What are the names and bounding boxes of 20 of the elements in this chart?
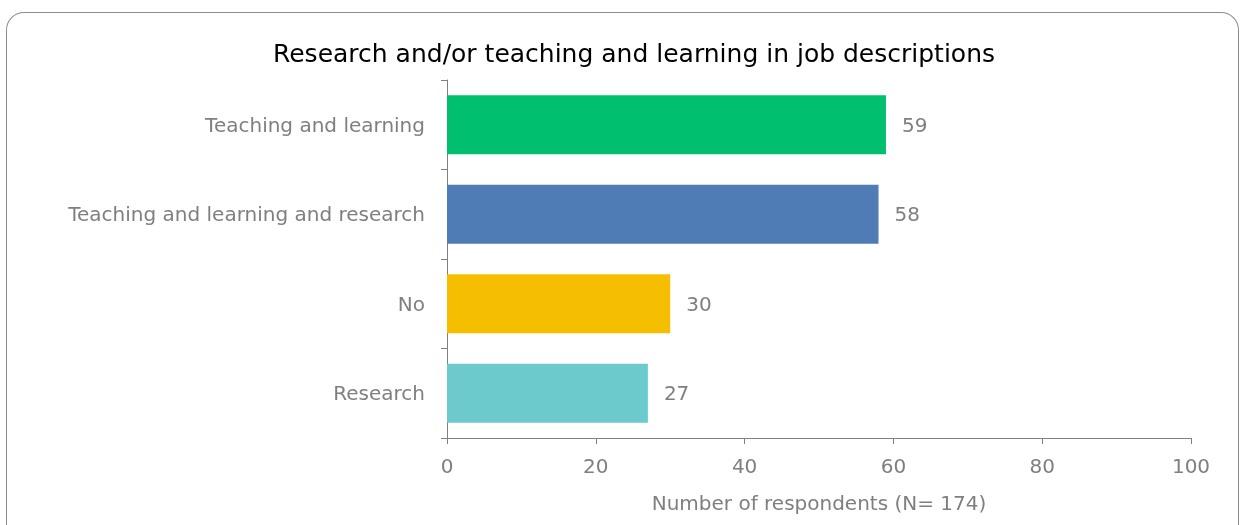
y-tick-label: No [397,291,425,316]
bar [447,95,886,155]
data-label: 30 [686,291,712,316]
x-tick-label: 40 [731,454,758,478]
x-tick-label: 60 [880,454,907,478]
bar [447,274,671,334]
bar [447,184,879,244]
data-label: 58 [894,202,920,227]
x-tick-label: 100 [1171,454,1211,478]
x-tick-label: 20 [583,454,609,478]
x-tick-label: 80 [1029,454,1055,478]
x-tick-label: 0 [440,454,454,478]
chart-title: Research and/or teaching and learning in job descriptions [272,39,996,68]
y-tick-label: Teaching and learning [204,112,425,137]
y-tick-label: Teaching and learning and research [67,202,425,227]
x-axis-title: Number of respondents (N= 174) [651,491,987,515]
y-tick-label: Research [333,381,425,406]
bar [447,363,648,423]
data-label: 59 [901,112,928,137]
data-label: 27 [663,381,690,406]
